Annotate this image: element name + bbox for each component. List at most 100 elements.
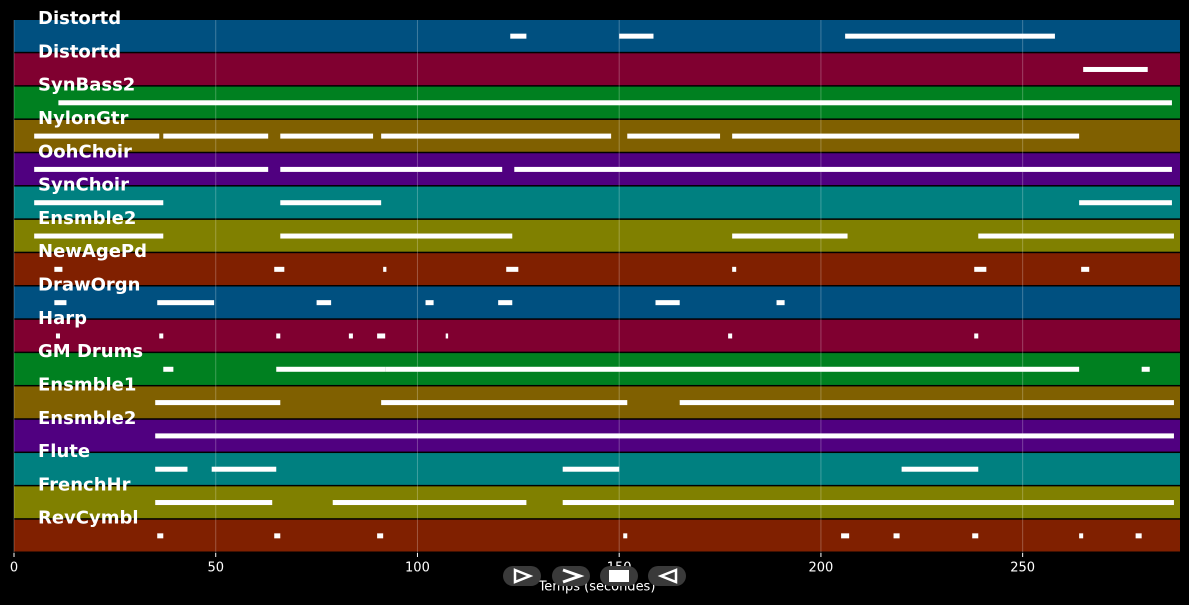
x-tick-label: 100 bbox=[405, 561, 430, 576]
note bbox=[58, 100, 1172, 106]
note bbox=[280, 200, 382, 206]
note bbox=[332, 500, 527, 506]
track-label: Ensmble2 bbox=[38, 208, 136, 229]
track-label: NylonGtr bbox=[38, 108, 129, 129]
note bbox=[732, 266, 737, 272]
track-label: FrenchHr bbox=[38, 474, 131, 495]
track-label: DrawOrgn bbox=[38, 275, 140, 296]
note bbox=[157, 300, 215, 306]
note bbox=[1135, 533, 1142, 539]
note bbox=[155, 400, 281, 406]
track-label: SynChoir bbox=[38, 175, 129, 196]
note bbox=[619, 33, 654, 39]
note bbox=[34, 200, 164, 206]
note bbox=[972, 533, 979, 539]
note bbox=[34, 233, 164, 239]
note bbox=[159, 333, 164, 339]
note bbox=[381, 133, 612, 139]
note bbox=[155, 466, 188, 472]
note bbox=[274, 533, 281, 539]
note bbox=[974, 333, 979, 339]
play-button[interactable] bbox=[503, 566, 541, 586]
track-label: Flute bbox=[38, 441, 90, 462]
track-label: OohChoir bbox=[38, 141, 132, 162]
note bbox=[732, 233, 848, 239]
note bbox=[893, 533, 900, 539]
note bbox=[1083, 66, 1148, 72]
note bbox=[155, 500, 273, 506]
note bbox=[34, 133, 160, 139]
note bbox=[34, 166, 269, 172]
note bbox=[348, 333, 353, 339]
note bbox=[623, 533, 628, 539]
track-band bbox=[14, 319, 1180, 352]
note bbox=[655, 300, 680, 306]
note bbox=[163, 366, 174, 372]
note bbox=[1079, 533, 1084, 539]
note bbox=[157, 533, 164, 539]
note bbox=[445, 333, 449, 339]
note bbox=[155, 433, 1174, 439]
note bbox=[211, 466, 277, 472]
note bbox=[377, 333, 386, 339]
note bbox=[381, 400, 628, 406]
note bbox=[425, 300, 434, 306]
note bbox=[1079, 200, 1172, 206]
note bbox=[514, 166, 1172, 172]
track-label: Ensmble1 bbox=[38, 374, 136, 395]
note bbox=[679, 400, 1174, 406]
track-label: GM Drums bbox=[38, 341, 143, 362]
note bbox=[274, 266, 285, 272]
x-tick-label: 250 bbox=[1010, 561, 1035, 576]
track-label: Distortd bbox=[38, 8, 121, 29]
note bbox=[776, 300, 785, 306]
stop-button[interactable] bbox=[600, 566, 638, 586]
track-label: SynBass2 bbox=[38, 75, 135, 96]
note bbox=[385, 366, 1080, 372]
note bbox=[280, 233, 513, 239]
note bbox=[55, 333, 60, 339]
track-label: Ensmble2 bbox=[38, 408, 136, 429]
note bbox=[841, 533, 850, 539]
note bbox=[562, 500, 1174, 506]
note bbox=[276, 366, 386, 372]
forward-button[interactable] bbox=[552, 566, 590, 586]
note bbox=[280, 166, 503, 172]
note bbox=[163, 133, 269, 139]
track-label: Harp bbox=[38, 308, 87, 329]
note bbox=[974, 266, 987, 272]
note bbox=[627, 133, 721, 139]
track-band bbox=[14, 253, 1180, 285]
playback-controls bbox=[503, 566, 686, 586]
track-band bbox=[14, 186, 1180, 219]
note bbox=[901, 466, 979, 472]
note bbox=[728, 333, 733, 339]
note bbox=[276, 333, 281, 339]
note bbox=[1081, 266, 1090, 272]
track-label: NewAgePd bbox=[38, 241, 147, 262]
note bbox=[562, 466, 620, 472]
x-tick-label: 50 bbox=[207, 561, 224, 576]
note bbox=[732, 133, 1080, 139]
note bbox=[377, 533, 384, 539]
note bbox=[978, 233, 1174, 239]
note bbox=[383, 266, 387, 272]
note bbox=[506, 266, 519, 272]
note bbox=[510, 33, 527, 39]
note bbox=[54, 266, 63, 272]
track-band bbox=[14, 53, 1180, 86]
note bbox=[316, 300, 332, 306]
track-label: RevCymbl bbox=[38, 508, 139, 529]
note bbox=[1141, 366, 1150, 372]
track-label: Distortd bbox=[38, 41, 121, 62]
note bbox=[54, 300, 67, 306]
x-tick-label: 0 bbox=[10, 561, 18, 576]
note bbox=[498, 300, 513, 306]
note bbox=[280, 133, 374, 139]
note bbox=[845, 33, 1055, 39]
x-tick-label: 200 bbox=[809, 561, 834, 576]
rewind-button[interactable] bbox=[648, 566, 686, 586]
track-band bbox=[14, 519, 1180, 552]
